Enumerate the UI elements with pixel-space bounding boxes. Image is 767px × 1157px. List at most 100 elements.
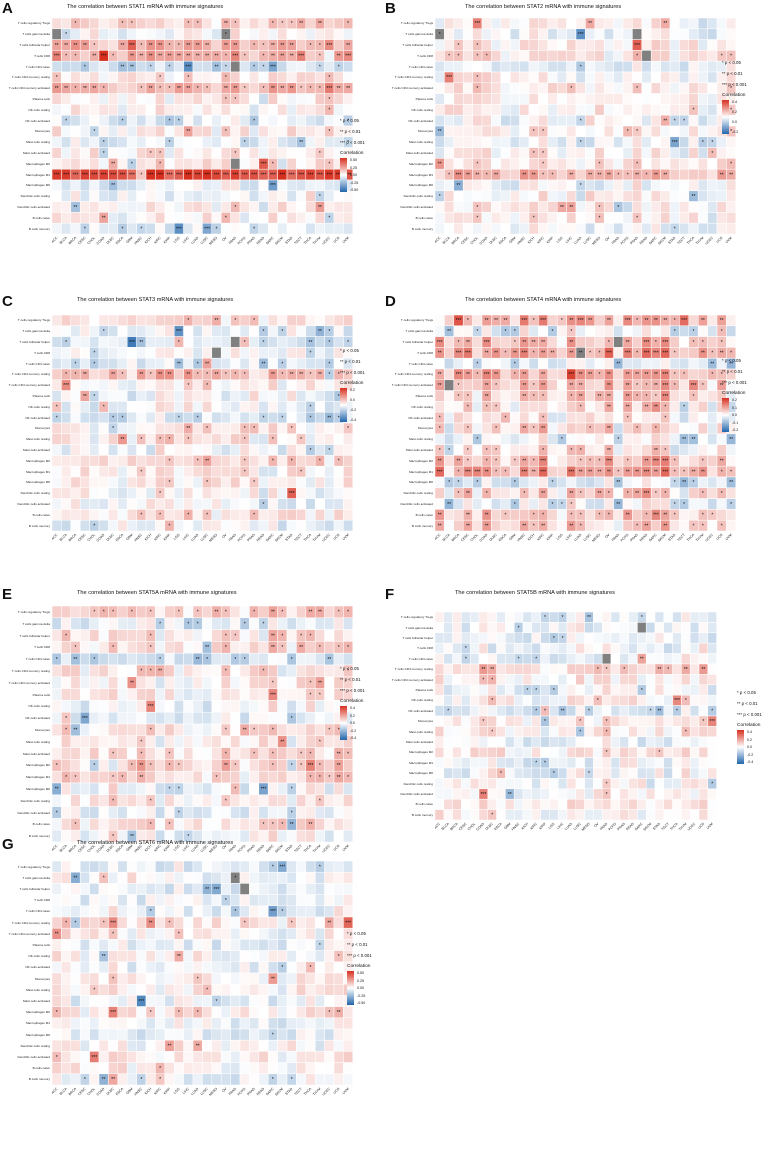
heatmap-cell — [52, 476, 62, 489]
heatmap-cell — [435, 168, 445, 181]
heatmap-cell — [220, 422, 231, 435]
heatmap-cell — [314, 664, 325, 678]
heatmap-cell — [547, 114, 558, 127]
heatmap-cell — [622, 422, 633, 435]
panel-letter: B — [385, 0, 396, 17]
colorbar-title: Correlation — [340, 381, 364, 386]
column-label: OV — [221, 532, 228, 539]
heatmap-cell — [98, 114, 109, 127]
significance-mark: * — [608, 340, 610, 346]
heatmap-cell — [469, 663, 480, 675]
heatmap-cell — [453, 411, 464, 424]
heatmap-cell — [164, 629, 175, 642]
significance-mark: *** — [110, 172, 116, 178]
significance-mark: * — [570, 502, 572, 508]
column-label: BRCA — [451, 235, 461, 245]
heatmap-cell — [230, 433, 241, 445]
colorbar-tick: 0.00 — [350, 173, 357, 177]
significance-mark: * — [140, 469, 142, 475]
heatmap-cell — [183, 794, 194, 807]
heatmap-cell — [491, 82, 502, 94]
heatmap-cell — [556, 357, 567, 370]
heatmap-cell — [637, 778, 647, 790]
heatmap-cell — [444, 357, 455, 370]
significance-mark: * — [281, 610, 283, 616]
heatmap-cell — [239, 390, 250, 402]
heatmap-cell — [108, 759, 119, 772]
heatmap-cell — [566, 694, 577, 706]
heatmap-cell — [108, 498, 119, 510]
significance-mark: * — [486, 172, 488, 178]
row-label: T cells CD4 naive — [25, 361, 50, 366]
heatmap-cell — [547, 401, 558, 413]
heatmap-cell — [258, 465, 269, 478]
heatmap-cell — [707, 158, 718, 170]
heatmap-cell — [211, 433, 222, 445]
significance-mark: * — [561, 437, 563, 443]
heatmap-cell — [305, 18, 316, 30]
heatmap-cell — [286, 147, 297, 159]
heatmap-cell — [258, 422, 269, 435]
significance-mark: * — [338, 645, 340, 651]
significance-mark: * — [580, 118, 582, 124]
significance-mark: * — [140, 86, 142, 92]
heatmap-cell — [145, 222, 156, 235]
heatmap-cell — [173, 158, 184, 170]
heatmap-cell — [249, 455, 260, 467]
heatmap-cell — [505, 674, 515, 686]
heatmap-cell — [220, 390, 231, 402]
heatmap-cell — [660, 39, 671, 51]
heatmap-cell — [98, 222, 109, 235]
heatmap-cell — [491, 114, 502, 127]
heatmap-cell — [173, 201, 184, 213]
heatmap-cell — [443, 767, 453, 779]
significance-mark: * — [514, 502, 516, 508]
significance-mark: * — [216, 775, 218, 781]
significance-mark: * — [65, 372, 67, 378]
heatmap-cell — [513, 726, 524, 738]
significance-mark: ** — [337, 54, 341, 60]
significance-mark: * — [674, 226, 676, 232]
heatmap-cell — [211, 158, 222, 170]
significance-mark: *** — [185, 64, 191, 70]
heatmap-cell — [211, 379, 222, 391]
heatmap-cell — [443, 746, 453, 758]
significance-mark: * — [623, 667, 625, 673]
heatmap-cell — [164, 700, 175, 713]
heatmap-cell — [79, 652, 90, 666]
heatmap-cell — [500, 433, 511, 445]
heatmap-cell — [52, 770, 62, 784]
heatmap-cell — [324, 401, 335, 413]
heatmap-cell — [519, 357, 530, 370]
heatmap-cell — [267, 357, 278, 370]
heatmap-cell — [296, 212, 307, 224]
heatmap-cell — [267, 794, 278, 807]
significance-mark: *** — [672, 140, 678, 146]
heatmap-cell — [145, 93, 156, 105]
heatmap-cell — [531, 674, 541, 686]
heatmap-cell — [258, 723, 269, 737]
row-label: T cells CD4 naive — [25, 64, 50, 69]
heatmap-cell — [136, 711, 147, 725]
heatmap-cell — [603, 60, 614, 73]
column-label: PCPG — [237, 236, 247, 246]
significance-mark: * — [721, 340, 723, 346]
significance-mark: ** — [243, 728, 247, 734]
heatmap-cell — [496, 622, 506, 634]
heatmap-cell — [136, 606, 147, 619]
heatmap-cell — [136, 28, 147, 40]
heatmap-cell — [549, 694, 559, 706]
heatmap-cell — [566, 50, 577, 62]
heatmap-cell — [239, 401, 250, 413]
column-label: LIHC — [565, 235, 574, 244]
heatmap-cell — [557, 778, 568, 790]
heatmap-cell — [155, 222, 166, 235]
heatmap-cell — [192, 641, 203, 654]
heatmap-cell — [435, 476, 445, 489]
heatmap-cell — [538, 28, 549, 40]
heatmap-cell — [603, 28, 614, 40]
heatmap-cell — [669, 212, 680, 224]
heatmap-cell — [522, 767, 533, 779]
heatmap-cell — [435, 222, 445, 235]
heatmap-cell — [286, 747, 297, 760]
